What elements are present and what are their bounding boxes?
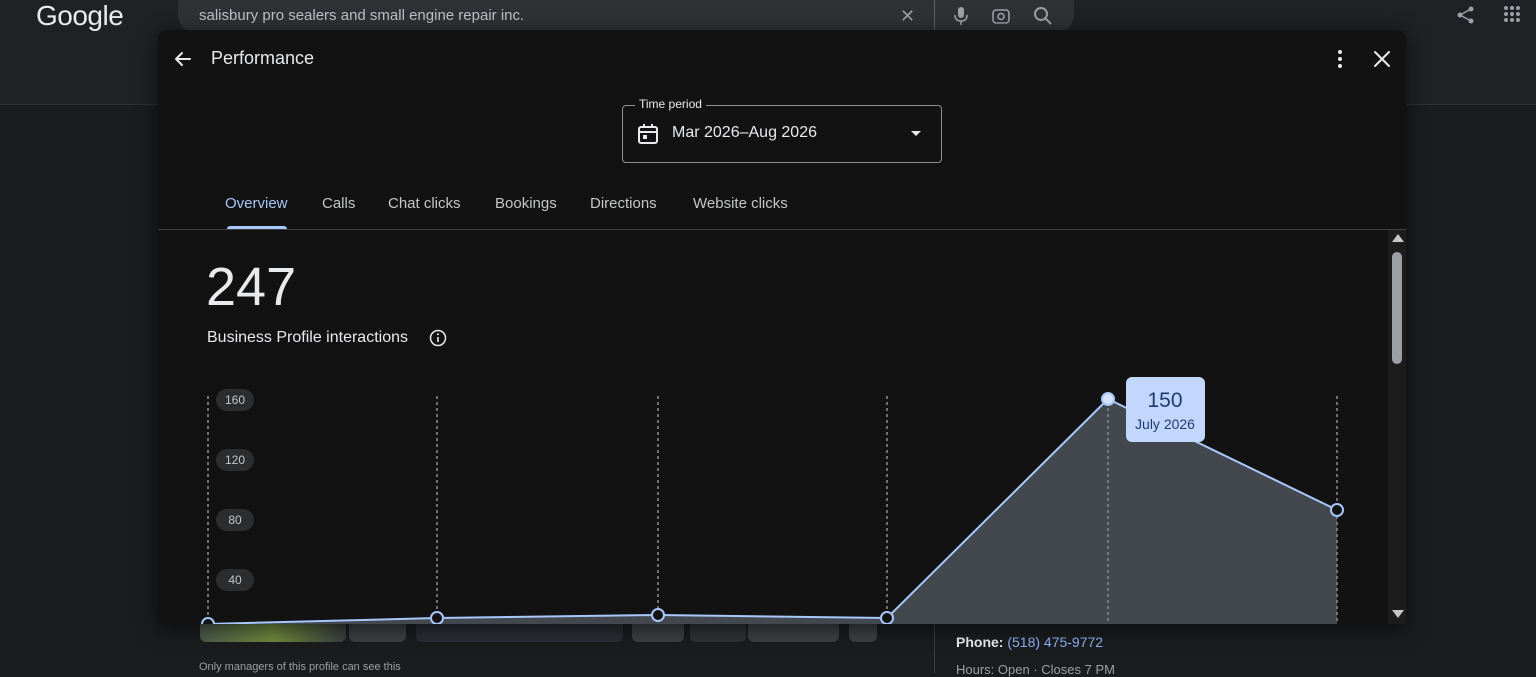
metric-tabs: Overview Calls Chat clicks Bookings Dire… [158,180,1406,230]
interactions-chart: 160 120 80 40 150 July 2026 [201,377,1344,624]
time-period-label: Time period [635,97,706,111]
more-options-button[interactable] [1328,46,1352,72]
share-icon[interactable] [1456,5,1476,31]
data-point [1330,503,1344,517]
phone-row: Phone: (518) 475-9772 [956,634,1103,650]
dialog-title: Performance [211,48,315,68]
data-point [201,617,215,624]
data-point [651,608,665,622]
scrollbar[interactable] [1388,230,1406,624]
search-icon[interactable] [1033,6,1053,31]
time-period-select[interactable]: Time period Mar 2026–Aug 2026 [622,97,942,163]
y-tick-pill [216,389,254,411]
close-button[interactable] [1370,47,1394,71]
apps-grid-icon[interactable] [1503,5,1521,29]
arrow-left-icon [175,52,191,66]
active-tab-indicator [227,226,287,229]
clear-icon[interactable]: ✕ [900,6,916,26]
microphone-icon[interactable] [954,6,968,31]
phone-number-link[interactable]: (518) 475-9772 [1007,634,1104,650]
managers-note: Only managers of this profile can see th… [199,661,401,673]
search-divider [934,0,935,34]
tooltip-value: 150 [1147,389,1182,412]
back-button[interactable] [170,46,196,72]
y-tick-pill [216,509,254,531]
tab-calls[interactable]: Calls [322,195,356,212]
chevron-down-icon [911,131,921,136]
scroll-thumb[interactable] [1392,252,1402,364]
phone-label: Phone: [956,634,1004,650]
photo-thumbnail[interactable] [416,624,623,642]
tab-directions[interactable]: Directions [590,195,657,212]
tooltip-label: July 2026 [1135,416,1195,432]
tab-bookings[interactable]: Bookings [495,195,557,212]
y-tick-label: 160 [225,393,245,407]
series-area [208,399,1337,624]
time-period-value: Mar 2026–Aug 2026 [672,124,817,141]
scroll-down-arrow-icon[interactable] [1392,610,1404,618]
y-tick-label: 40 [228,573,242,587]
y-tick-pill [216,569,254,591]
tab-website-clicks[interactable]: Website clicks [693,195,788,212]
tooltip-box [1126,377,1205,442]
panel-divider [934,624,935,673]
photo-thumbnail[interactable] [349,624,406,642]
data-point [880,611,894,624]
data-point [1101,392,1115,406]
google-logo[interactable]: Google [36,0,124,31]
calendar-icon [638,124,658,144]
performance-dialog: Performance Time period Mar 2026–Aug 202… [158,30,1406,624]
photo-thumbnail[interactable] [690,624,746,642]
photo-thumbnail[interactable] [632,624,684,642]
info-icon[interactable] [429,329,447,347]
tab-overview[interactable]: Overview [225,195,288,212]
hours-row: Hours: Open · Closes 7 PM [956,662,1115,677]
photo-thumbnail[interactable] [849,624,877,642]
scroll-up-arrow-icon[interactable] [1392,234,1404,242]
y-tick-label: 120 [225,453,245,467]
close-icon [1374,51,1390,67]
y-tick-label: 80 [228,513,242,527]
total-interactions: 247 [206,257,297,317]
metric-label: Business Profile interactions [207,329,408,346]
y-tick-pill [216,449,254,471]
search-input[interactable]: salisbury pro sealers and small engine r… [199,7,525,24]
photo-thumbnail[interactable] [748,624,839,642]
tab-chat-clicks[interactable]: Chat clicks [388,195,461,212]
search-box[interactable]: salisbury pro sealers and small engine r… [178,0,1074,34]
camera-lens-icon[interactable] [991,6,1011,31]
photo-thumbnail[interactable] [200,624,346,642]
data-point [430,611,444,624]
more-vert-icon [1338,50,1342,68]
